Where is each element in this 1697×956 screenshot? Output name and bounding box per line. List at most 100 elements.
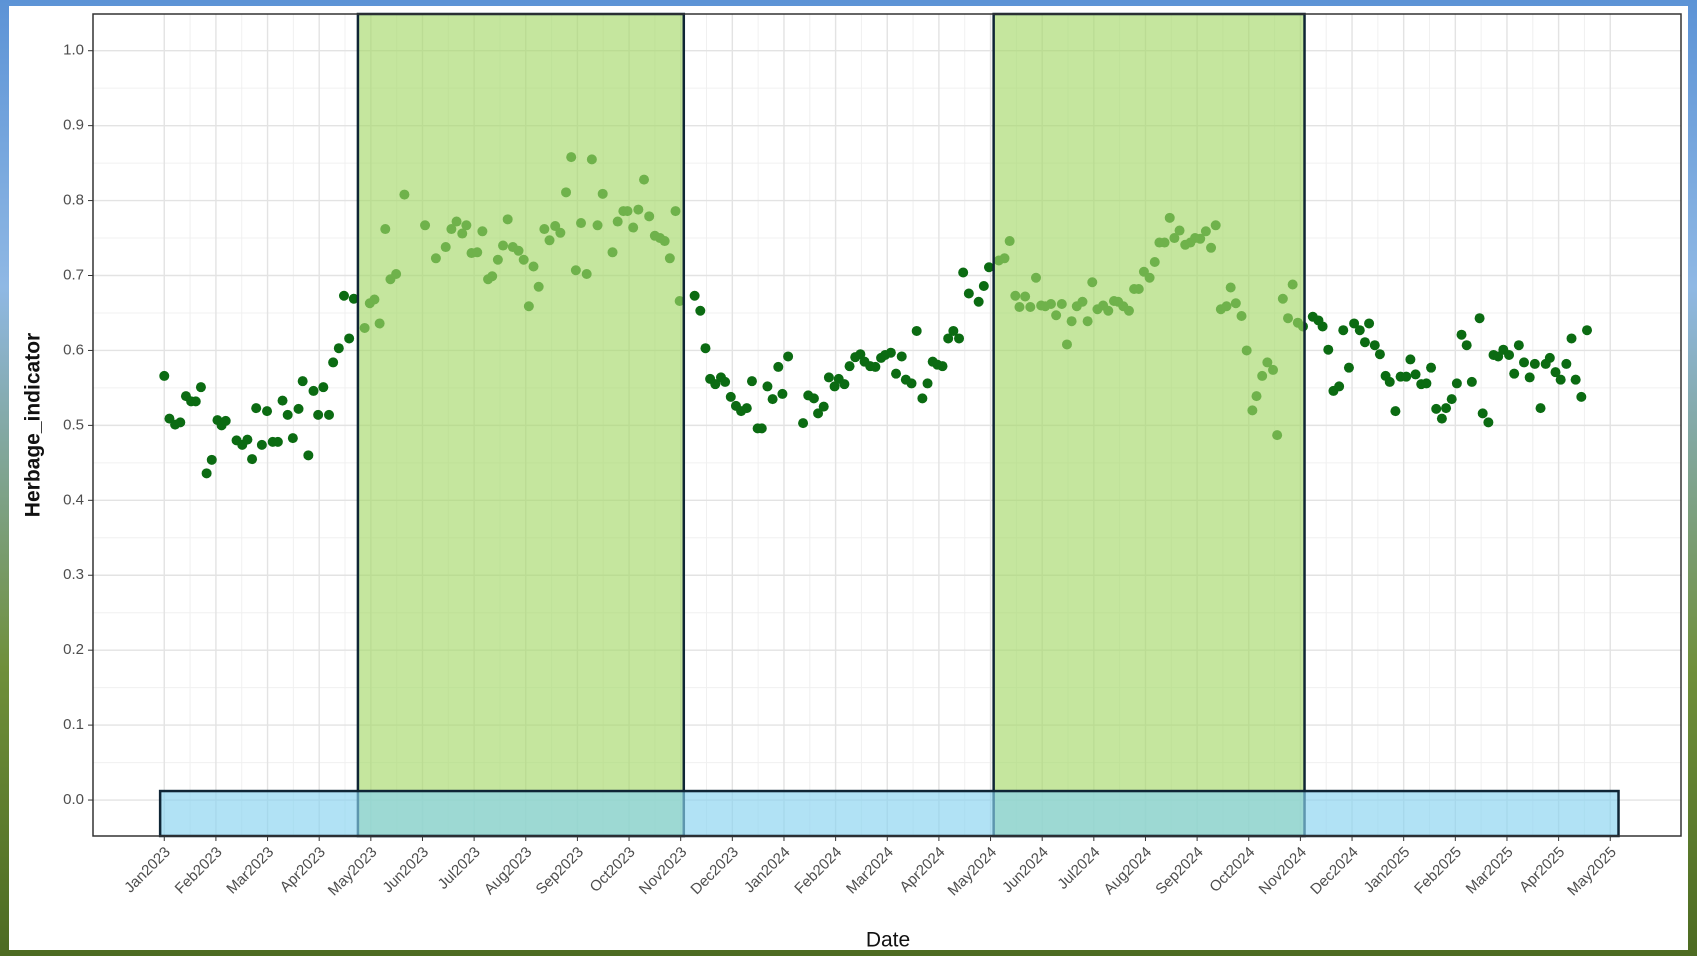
point bbox=[318, 382, 329, 393]
y-tick-label: 0.4 bbox=[63, 491, 84, 508]
point bbox=[338, 290, 349, 301]
point bbox=[1359, 337, 1370, 348]
point bbox=[773, 361, 784, 372]
point bbox=[220, 415, 231, 426]
regions bbox=[158, 12, 1620, 838]
point bbox=[700, 343, 711, 354]
point bbox=[948, 325, 959, 336]
point bbox=[1561, 358, 1572, 369]
point bbox=[958, 267, 969, 278]
point bbox=[943, 333, 954, 344]
point bbox=[277, 395, 288, 406]
y-tick-label: 0.2 bbox=[63, 641, 84, 658]
y-tick-label: 0.5 bbox=[63, 416, 84, 433]
point bbox=[808, 393, 819, 404]
point bbox=[1421, 378, 1432, 389]
point bbox=[1441, 403, 1452, 414]
y-tick-label: 0.1 bbox=[63, 716, 84, 733]
point bbox=[1384, 376, 1395, 387]
point bbox=[1504, 349, 1515, 360]
point bbox=[1509, 368, 1520, 379]
point bbox=[272, 436, 283, 447]
point bbox=[725, 391, 736, 402]
point bbox=[767, 394, 778, 405]
point bbox=[1343, 362, 1354, 373]
point bbox=[1451, 378, 1462, 389]
point bbox=[1576, 391, 1587, 402]
point bbox=[201, 468, 212, 479]
point bbox=[885, 347, 896, 358]
point bbox=[1524, 372, 1535, 383]
shaded-region bbox=[992, 12, 1306, 838]
point bbox=[1519, 357, 1530, 368]
point bbox=[1405, 354, 1416, 365]
point bbox=[1493, 351, 1504, 362]
point bbox=[839, 379, 850, 390]
point bbox=[1456, 329, 1467, 340]
point bbox=[1529, 358, 1540, 369]
y-tick-label: 0.8 bbox=[63, 192, 84, 209]
point bbox=[242, 434, 253, 445]
point bbox=[262, 406, 273, 417]
point bbox=[1570, 374, 1581, 385]
point bbox=[1401, 371, 1412, 382]
point bbox=[1410, 369, 1421, 380]
point bbox=[911, 325, 922, 336]
point bbox=[1436, 413, 1447, 424]
point bbox=[783, 351, 794, 362]
point bbox=[1446, 394, 1457, 405]
point bbox=[1483, 417, 1494, 428]
point bbox=[813, 408, 824, 419]
point bbox=[297, 376, 308, 387]
shaded-region bbox=[158, 789, 1620, 838]
point bbox=[324, 409, 335, 420]
point bbox=[973, 296, 984, 307]
point bbox=[1374, 349, 1385, 360]
point bbox=[1477, 408, 1488, 419]
point bbox=[978, 281, 989, 292]
point bbox=[896, 351, 907, 362]
point bbox=[1513, 340, 1524, 351]
point bbox=[818, 401, 829, 412]
point bbox=[190, 396, 201, 407]
point bbox=[1349, 318, 1360, 329]
point bbox=[313, 409, 324, 420]
point bbox=[823, 372, 834, 383]
point bbox=[937, 361, 948, 372]
point bbox=[175, 417, 186, 428]
y-tick-label: 0.3 bbox=[63, 566, 84, 583]
point bbox=[1390, 406, 1401, 417]
x-axis-title: Date bbox=[866, 929, 910, 952]
point bbox=[1555, 374, 1566, 385]
point bbox=[855, 349, 866, 360]
point bbox=[720, 376, 731, 387]
point bbox=[917, 393, 928, 404]
point bbox=[746, 376, 757, 387]
point bbox=[256, 439, 267, 450]
point bbox=[1582, 325, 1593, 336]
point bbox=[282, 409, 293, 420]
point bbox=[891, 368, 902, 379]
y-tick-label: 0.9 bbox=[63, 117, 84, 134]
point bbox=[251, 403, 262, 414]
point bbox=[303, 450, 314, 461]
point bbox=[348, 293, 359, 304]
point bbox=[1354, 325, 1365, 336]
point bbox=[710, 379, 721, 390]
point bbox=[695, 305, 706, 316]
point bbox=[328, 357, 339, 368]
shaded-region bbox=[356, 12, 686, 838]
point bbox=[829, 381, 840, 392]
point bbox=[689, 290, 700, 301]
point bbox=[1338, 325, 1349, 336]
point bbox=[922, 378, 933, 389]
y-axis-title: Herbage_indicator bbox=[22, 333, 45, 517]
point bbox=[963, 288, 974, 299]
point bbox=[741, 403, 752, 414]
point bbox=[777, 388, 788, 399]
y-tick-label: 0.6 bbox=[63, 341, 84, 358]
point bbox=[1466, 376, 1477, 387]
point bbox=[870, 361, 881, 372]
point bbox=[159, 370, 170, 381]
point bbox=[1369, 340, 1380, 351]
